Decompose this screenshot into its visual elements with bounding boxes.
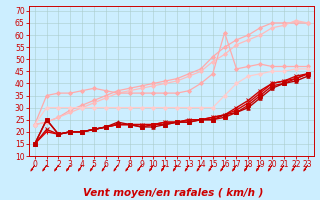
Text: Vent moyen/en rafales ( km/h ): Vent moyen/en rafales ( km/h ) — [83, 188, 263, 198]
